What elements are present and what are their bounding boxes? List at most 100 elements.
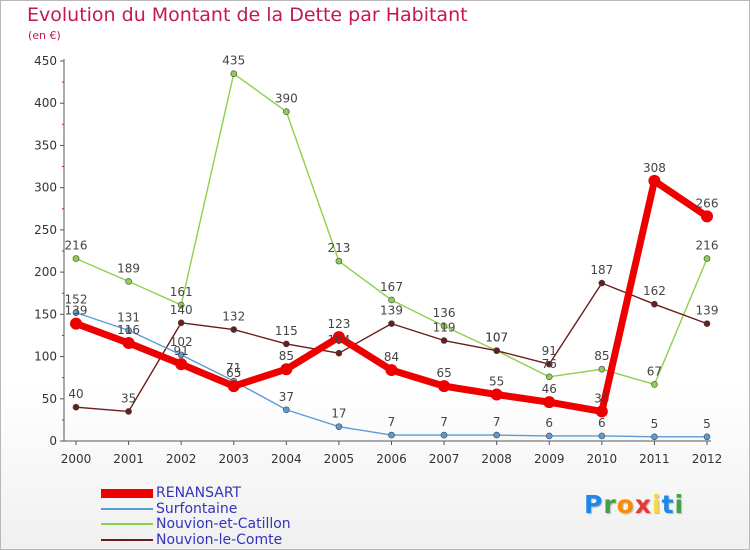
y-tick-label: 200 [34,265,57,279]
data-label: 266 [696,196,719,210]
legend-item: Surfontaine [101,501,237,517]
y-tick-label: 450 [34,54,57,68]
data-point [283,108,290,115]
data-point [651,381,658,388]
data-label: 136 [433,306,456,320]
x-tick-label: 2002 [166,452,197,466]
data-point [280,363,293,376]
data-label: 187 [590,263,613,277]
data-point [388,296,395,304]
data-label: 119 [433,321,456,335]
data-label: 140 [170,303,193,317]
data-label: 167 [380,280,403,294]
logo-letter: P [584,490,604,519]
data-point [545,432,553,440]
data-point [490,388,503,401]
x-tick-label: 2011 [639,452,670,466]
data-label: 85 [279,349,294,363]
data-point [701,210,713,223]
data-label: 55 [489,375,504,389]
legend-swatch [101,523,153,525]
legend-item: Nouvion-le-Comte [101,532,282,548]
data-label: 162 [643,284,666,298]
data-point [230,70,238,77]
data-label: 213 [327,241,350,255]
x-tick-label: 2012 [692,452,723,466]
y-tick-label: 250 [34,223,57,237]
data-point [493,431,500,439]
data-label: 5 [651,417,659,431]
data-label: 161 [170,285,193,299]
data-label: 65 [226,366,241,380]
data-point [332,331,345,344]
data-point [440,431,448,439]
data-label: 107 [485,331,508,345]
data-label: 189 [117,261,140,275]
data-point [598,279,606,287]
legend-label: Nouvion-le-Comte [156,531,283,548]
x-tick-label: 2000 [61,452,92,466]
data-point [545,360,553,368]
axes: 0 50 100 150 200 250 300 350 400 450 2000 2001 2002 2… [34,54,722,466]
data-point [335,257,343,265]
x-tick-label: 2007 [429,452,460,466]
logo-letter: i [674,490,685,519]
data-label: 216 [696,239,719,253]
data-point [598,432,606,440]
legend-label: Surfontaine [156,500,238,517]
data-label: 7 [440,415,448,429]
data-label: 139 [380,304,403,318]
legend-item: Nouvion-et-Catillon [101,516,291,532]
data-label: 91 [174,344,189,358]
data-point [703,320,711,327]
x-tick-label: 2009 [534,452,565,466]
data-label: 139 [696,304,719,318]
legend-label: Nouvion-et-Catillon [156,516,291,532]
data-point [227,380,240,393]
data-point [595,405,608,418]
logo-letter: i [652,490,662,519]
data-label: 308 [643,161,666,175]
data-point [70,317,82,330]
data-point [177,319,185,327]
x-tick-label: 2006 [376,452,407,466]
data-label: 435 [222,54,245,68]
x-tick-label: 2008 [481,452,512,466]
data-point [335,349,343,357]
data-point [438,380,451,393]
x-tick-label: 2010 [587,452,618,466]
data-label: 131 [117,310,140,324]
data-labels: 1391169165851238465554635308266152131102… [65,54,719,431]
data-point [177,301,185,309]
data-label: 35 [121,391,136,405]
logo-letter: r [603,490,617,519]
logo-letter: o [616,490,635,519]
chart-title: Evolution du Montant de la Dette par Hab… [27,4,468,26]
data-label: 123 [327,317,350,331]
data-point [651,433,658,441]
data-point [493,347,500,354]
data-point [651,300,658,308]
data-label: 152 [65,293,88,307]
data-point [230,326,238,333]
data-point [385,364,398,377]
data-label: 40 [68,387,83,401]
data-point [175,358,188,371]
x-tick-label: 2004 [271,452,302,466]
legend-swatch [101,507,153,510]
y-tick-label: 350 [34,138,57,152]
data-label: 5 [703,417,711,431]
data-label: 216 [65,239,88,253]
data-point [125,408,132,415]
data-point [388,320,395,327]
data-point [440,322,448,330]
legend-swatch [101,538,153,541]
legend-label: RENANSART [156,485,242,501]
data-label: 102 [170,335,193,349]
data-label: 84 [384,350,399,364]
data-label: 35 [594,391,609,405]
data-label: 37 [279,390,294,404]
data-label: 7 [388,415,396,429]
data-label: 71 [226,361,241,375]
